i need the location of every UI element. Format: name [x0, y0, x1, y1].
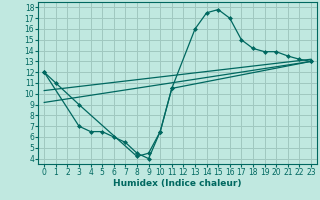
X-axis label: Humidex (Indice chaleur): Humidex (Indice chaleur) [113, 179, 242, 188]
